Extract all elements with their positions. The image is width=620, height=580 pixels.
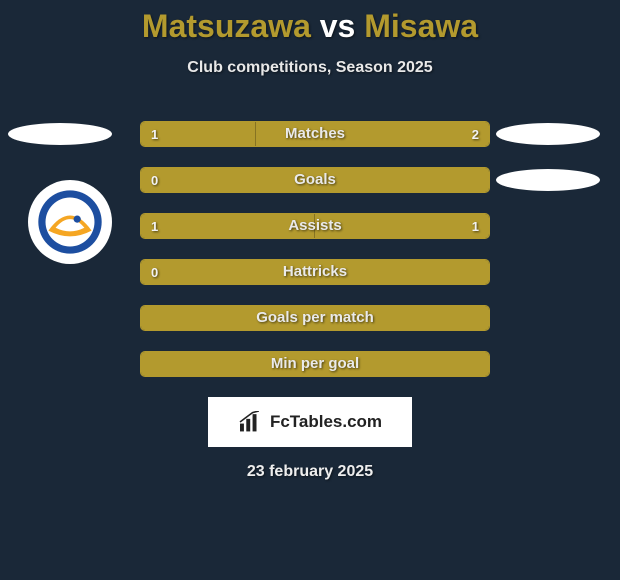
stat-value-left: 0 — [151, 260, 158, 285]
stat-label: Goals per match — [141, 306, 489, 330]
stat-row: Goals per match — [0, 305, 620, 333]
page-title: Matsuzawa vs Misawa — [0, 0, 620, 45]
stat-value-left: 1 — [151, 214, 158, 239]
brand-chart-icon — [238, 411, 264, 433]
stat-value-left: 0 — [151, 168, 158, 193]
title-player2: Misawa — [364, 8, 478, 44]
brand-box: FcTables.com — [208, 397, 412, 447]
stat-track: Matches1 2 — [140, 121, 490, 147]
stat-value-right: 2 — [472, 122, 479, 147]
player-badge-right — [496, 123, 600, 145]
player-badge-right — [496, 169, 600, 191]
stat-label: Goals — [141, 168, 489, 192]
player-badge-left — [8, 123, 112, 145]
stat-label: Assists — [141, 214, 489, 238]
stat-label: Matches — [141, 122, 489, 146]
stat-label: Hattricks — [141, 260, 489, 284]
stat-row: Assists1 1 — [0, 213, 620, 241]
stat-row: Goals0 — [0, 167, 620, 195]
stat-row: Min per goal — [0, 351, 620, 379]
stat-track: Hattricks0 — [140, 259, 490, 285]
brand-text: FcTables.com — [270, 412, 382, 432]
stat-value-left: 1 — [151, 122, 158, 147]
stat-row: Hattricks0 — [0, 259, 620, 287]
date-text: 23 february 2025 — [0, 463, 620, 481]
title-player1: Matsuzawa — [142, 8, 311, 44]
stat-track: Assists1 1 — [140, 213, 490, 239]
stat-value-right: 1 — [472, 214, 479, 239]
subtitle: Club competitions, Season 2025 — [0, 59, 620, 77]
stat-track: Goals0 — [140, 167, 490, 193]
stat-track: Min per goal — [140, 351, 490, 377]
title-vs: vs — [320, 8, 356, 44]
stat-label: Min per goal — [141, 352, 489, 376]
stat-row: Matches1 2 — [0, 121, 620, 149]
stat-track: Goals per match — [140, 305, 490, 331]
